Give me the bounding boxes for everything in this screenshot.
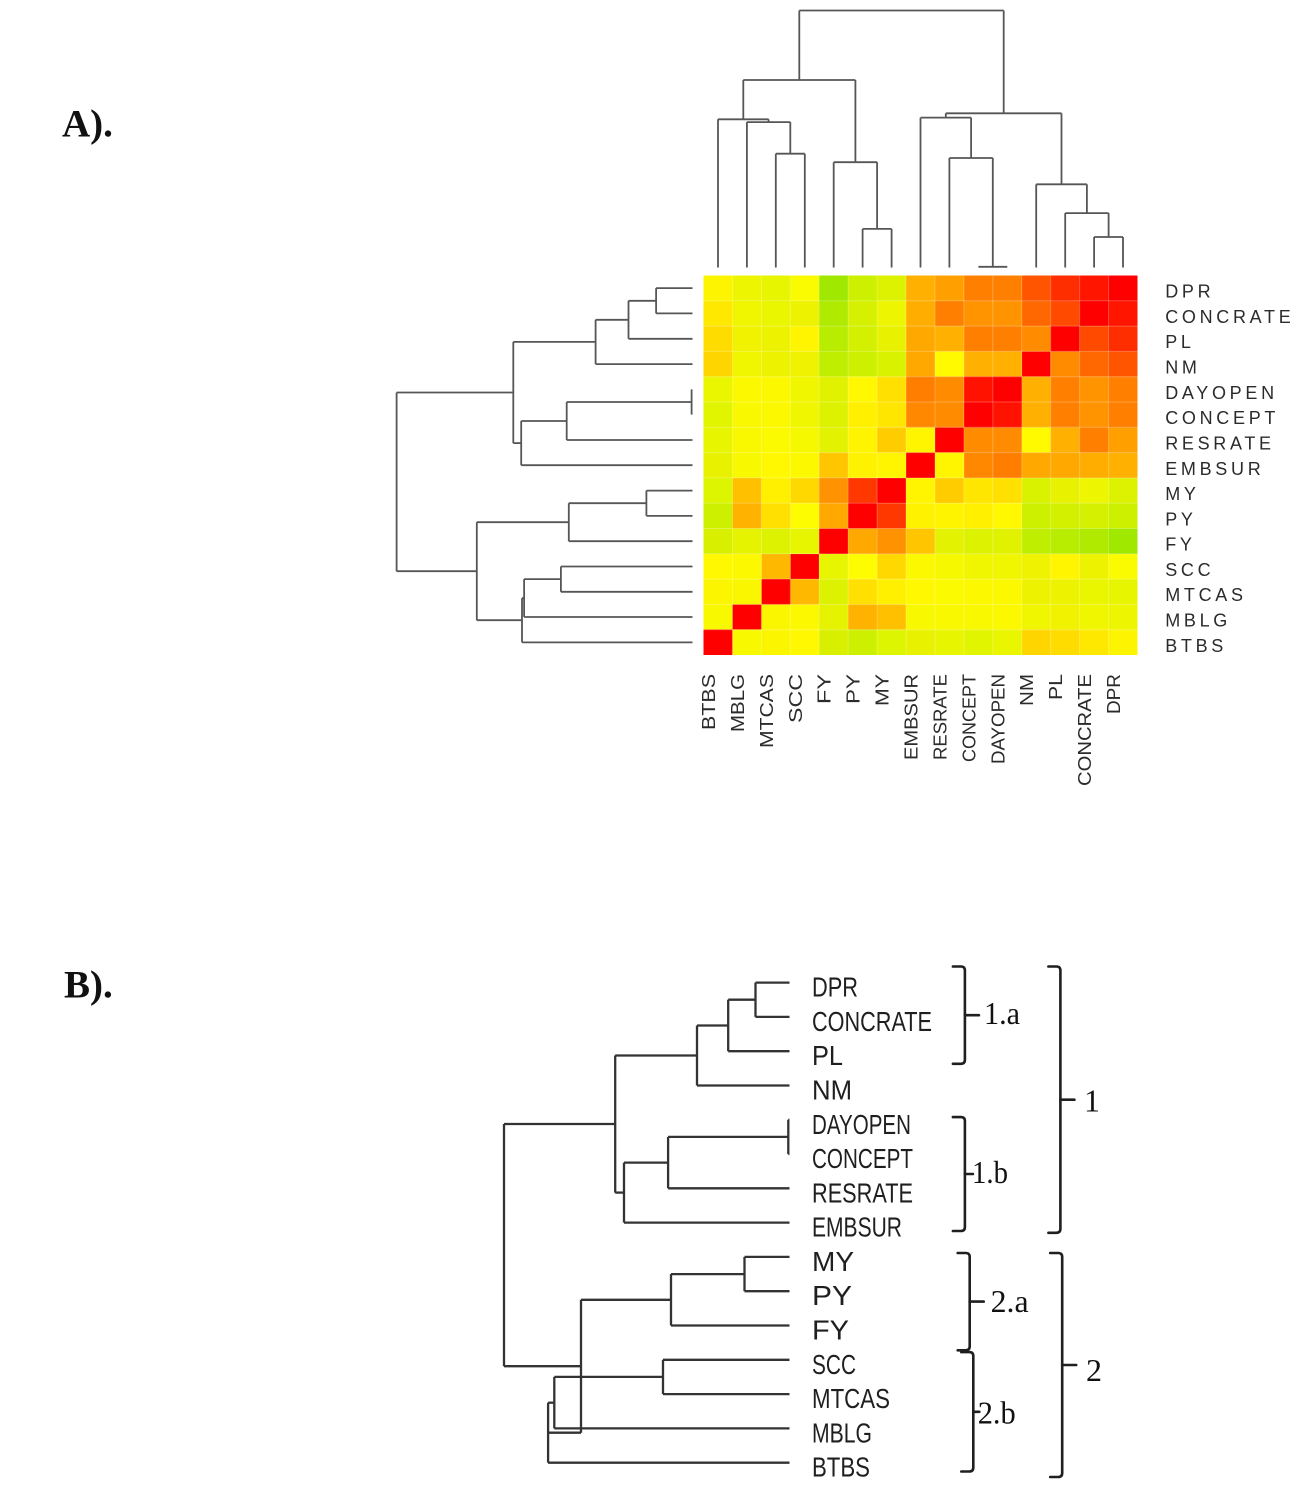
svg-text:MBLG: MBLG (1165, 611, 1231, 631)
svg-text:DAYOPEN: DAYOPEN (812, 1109, 911, 1140)
svg-text:CONCEPT: CONCEPT (959, 674, 979, 762)
svg-text:1.b: 1.b (972, 1154, 1008, 1190)
svg-text:BTBS: BTBS (699, 674, 719, 730)
svg-text:DPR: DPR (1104, 674, 1124, 714)
svg-text:MTCAS: MTCAS (757, 674, 777, 748)
svg-text:PY: PY (1165, 509, 1196, 529)
svg-text:2: 2 (1086, 1352, 1102, 1388)
svg-text:DPR: DPR (812, 972, 858, 1003)
svg-text:CONCRATE: CONCRATE (812, 1006, 932, 1037)
svg-text:MTCAS: MTCAS (1165, 585, 1247, 605)
svg-text:PL: PL (1046, 674, 1066, 700)
svg-text:BTBS: BTBS (812, 1452, 870, 1483)
svg-text:PY: PY (844, 674, 864, 704)
svg-text:DAYOPEN: DAYOPEN (988, 674, 1008, 764)
svg-text:SCC: SCC (1165, 560, 1214, 580)
svg-text:2.b: 2.b (978, 1395, 1016, 1431)
svg-text:1.a: 1.a (984, 995, 1020, 1031)
svg-text:EMBSUR: EMBSUR (1165, 459, 1264, 479)
svg-text:MBLG: MBLG (812, 1417, 872, 1448)
svg-text:2.a: 2.a (991, 1283, 1029, 1319)
svg-text:FY: FY (812, 1315, 849, 1346)
svg-text:RESRATE: RESRATE (1165, 434, 1275, 454)
svg-text:MY: MY (812, 1246, 854, 1277)
svg-text:NM: NM (1165, 358, 1200, 378)
svg-text:RESRATE: RESRATE (930, 674, 950, 760)
svg-text:B).: B). (64, 964, 113, 1007)
svg-text:CONCEPT: CONCEPT (1165, 408, 1279, 428)
svg-text:PL: PL (812, 1040, 843, 1071)
svg-text:RESRATE: RESRATE (812, 1177, 913, 1208)
svg-text:MTCAS: MTCAS (812, 1383, 890, 1414)
svg-text:EMBSUR: EMBSUR (812, 1212, 902, 1243)
svg-text:MBLG: MBLG (728, 674, 748, 732)
svg-text:DAYOPEN: DAYOPEN (1165, 383, 1278, 403)
svg-text:MY: MY (873, 674, 893, 706)
svg-text:BTBS: BTBS (1165, 636, 1227, 656)
svg-text:FY: FY (1165, 535, 1195, 555)
svg-text:CONCRATE: CONCRATE (1075, 674, 1095, 786)
svg-text:PL: PL (1165, 332, 1194, 352)
svg-text:1: 1 (1084, 1083, 1100, 1119)
svg-text:SCC: SCC (786, 674, 806, 723)
svg-text:EMBSUR: EMBSUR (902, 674, 922, 760)
svg-text:CONCEPT: CONCEPT (812, 1143, 913, 1174)
svg-text:A).: A). (62, 102, 113, 145)
svg-text:DPR: DPR (1165, 282, 1214, 302)
svg-text:FY: FY (815, 674, 835, 704)
svg-text:NM: NM (1017, 674, 1037, 706)
svg-text:MY: MY (1165, 484, 1199, 504)
svg-text:PY: PY (812, 1280, 852, 1311)
svg-text:CONCRATE: CONCRATE (1165, 307, 1294, 327)
svg-text:NM: NM (812, 1075, 852, 1106)
svg-text:SCC: SCC (812, 1349, 856, 1380)
